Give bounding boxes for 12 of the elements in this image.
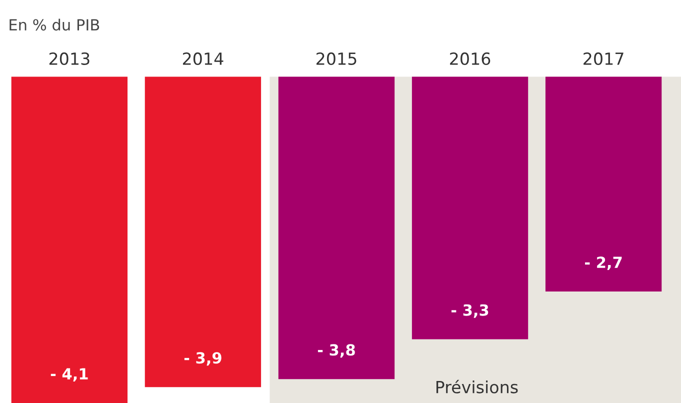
- x-tick-label: 2017: [584, 52, 624, 66]
- data-label: - 3,9: [184, 352, 222, 366]
- data-label: - 3,8: [318, 344, 355, 358]
- data-label: - 3,3: [451, 304, 488, 318]
- x-tick-label: 2013: [49, 52, 90, 66]
- data-label: - 4,1: [50, 368, 88, 382]
- band-label: Prévisions: [436, 380, 518, 394]
- data-label: - 2,7: [585, 256, 622, 270]
- chart-subtitle: En % du PIB: [10, 18, 100, 31]
- x-tick-label: 2014: [182, 52, 224, 66]
- x-tick-label: 2015: [316, 52, 356, 66]
- x-tick-label: 2016: [450, 52, 490, 66]
